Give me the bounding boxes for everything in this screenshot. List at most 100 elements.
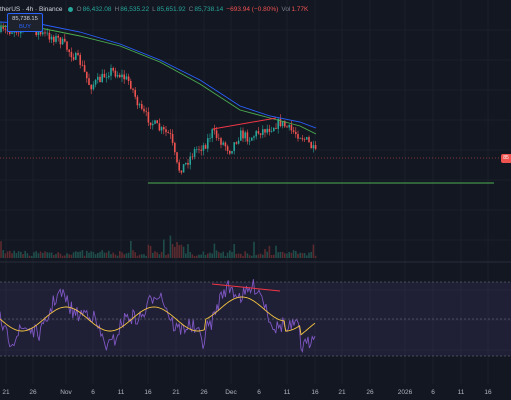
volume-bar: [286, 253, 288, 258]
candle-body: [275, 127, 277, 129]
volume-bar: [277, 252, 279, 258]
volume-bar: [28, 255, 31, 258]
candle-body: [92, 84, 95, 90]
candle-body: [207, 138, 209, 149]
time-axis-tick: 16: [144, 389, 152, 396]
candle-body: [246, 132, 249, 142]
grid: [0, 261, 511, 263]
time-axis[interactable]: 21 26 Nov 6 11 16 21 26 Dec 6 11 16 21 26 2026 6 11 16: [0, 384, 511, 400]
volume-bar: [127, 252, 130, 258]
candle-body: [70, 51, 73, 58]
candle-body: [55, 35, 57, 42]
time-axis-tick: 16: [311, 389, 319, 396]
volume-bar: [207, 253, 209, 258]
volume-bar: [248, 255, 251, 258]
volume-bar: [152, 252, 154, 258]
volume-bar: [244, 251, 246, 258]
volume-bar: [306, 255, 308, 258]
volume-bar: [83, 255, 86, 258]
volume-bar: [180, 244, 183, 258]
candle-body: [11, 32, 13, 34]
volume-bar: [31, 255, 33, 258]
volume-bar: [33, 252, 35, 258]
volume-bar: [160, 251, 163, 258]
drawings[interactable]: [0, 117, 501, 184]
symbol-title[interactable]: therUS · 4h · Binance: [0, 5, 63, 13]
volume-bar: [246, 253, 249, 258]
volume-bar: [240, 253, 242, 258]
candle-body: [204, 145, 207, 149]
volume-bar: [312, 244, 315, 258]
candle-body: [295, 131, 297, 135]
candle-body: [185, 162, 187, 165]
candle-body: [57, 35, 59, 38]
candle-body: [198, 149, 200, 150]
volume-bar: [35, 251, 37, 258]
volume-bar: [17, 251, 20, 258]
volume-bar: [114, 254, 117, 258]
candle-body: [209, 138, 211, 139]
candle-body: [306, 137, 308, 140]
volume-bar: [4, 253, 7, 258]
candle-body: [94, 79, 97, 85]
candle-body: [310, 142, 312, 149]
candle-body: [66, 41, 68, 50]
volume-bar: [290, 252, 293, 258]
volume-bar: [105, 252, 108, 258]
candle-body: [75, 52, 77, 60]
candle-body: [176, 152, 178, 163]
candle-body: [15, 31, 18, 33]
candle-body: [86, 71, 88, 79]
candle-body: [290, 124, 293, 131]
volume-bar: [314, 255, 317, 258]
volume-bar: [231, 251, 233, 258]
time-axis-tick: 11: [283, 389, 291, 396]
candle-body: [251, 137, 253, 141]
volume-bar: [68, 254, 70, 258]
candle-body: [136, 96, 139, 106]
buy-price: 85,738.15: [12, 16, 38, 22]
candle-body: [42, 32, 44, 35]
volume-bar: [149, 245, 152, 258]
candle-body: [233, 142, 235, 152]
volume-bar: [279, 251, 282, 258]
candle-body: [220, 138, 222, 145]
candle-body: [286, 126, 288, 128]
time-axis-tick: Nov: [60, 389, 72, 396]
candle-body: [273, 127, 275, 132]
volume-bar: [6, 251, 9, 258]
volume-bar: [22, 254, 24, 258]
volume-bar: [182, 246, 185, 258]
last-price-tag: 85: [501, 154, 511, 163]
volume-bar: [220, 253, 222, 258]
volume-bar: [110, 254, 112, 258]
volume-bar: [119, 250, 121, 258]
candle-body: [17, 32, 20, 34]
volume-bar: [259, 253, 262, 258]
candle-body: [158, 123, 161, 131]
candle-body: [138, 104, 141, 106]
volume-bar: [222, 251, 224, 258]
volume-bar: [141, 254, 143, 258]
volume-bar: [0, 241, 2, 258]
slow-moving-average-line: [0, 21, 317, 129]
candle-body: [44, 32, 46, 34]
candle-body: [284, 121, 286, 127]
volume-bar: [292, 250, 295, 258]
candle-body: [141, 104, 143, 109]
buy-order-button[interactable]: 85,738.15 BUY: [7, 13, 43, 32]
time-axis-tick: 2026: [397, 389, 413, 396]
change-value: −693.94 (−0.80%): [226, 5, 279, 13]
candle-body: [314, 145, 317, 149]
volume-bar: [229, 250, 231, 258]
time-axis-tick: Dec: [225, 389, 237, 396]
volume-bar: [44, 251, 46, 258]
candle-body: [127, 76, 130, 81]
volume-bar: [125, 253, 128, 258]
candle-body: [88, 78, 90, 85]
candle-body: [299, 138, 301, 139]
volume-bar: [81, 250, 84, 258]
volume-bar: [218, 252, 220, 258]
